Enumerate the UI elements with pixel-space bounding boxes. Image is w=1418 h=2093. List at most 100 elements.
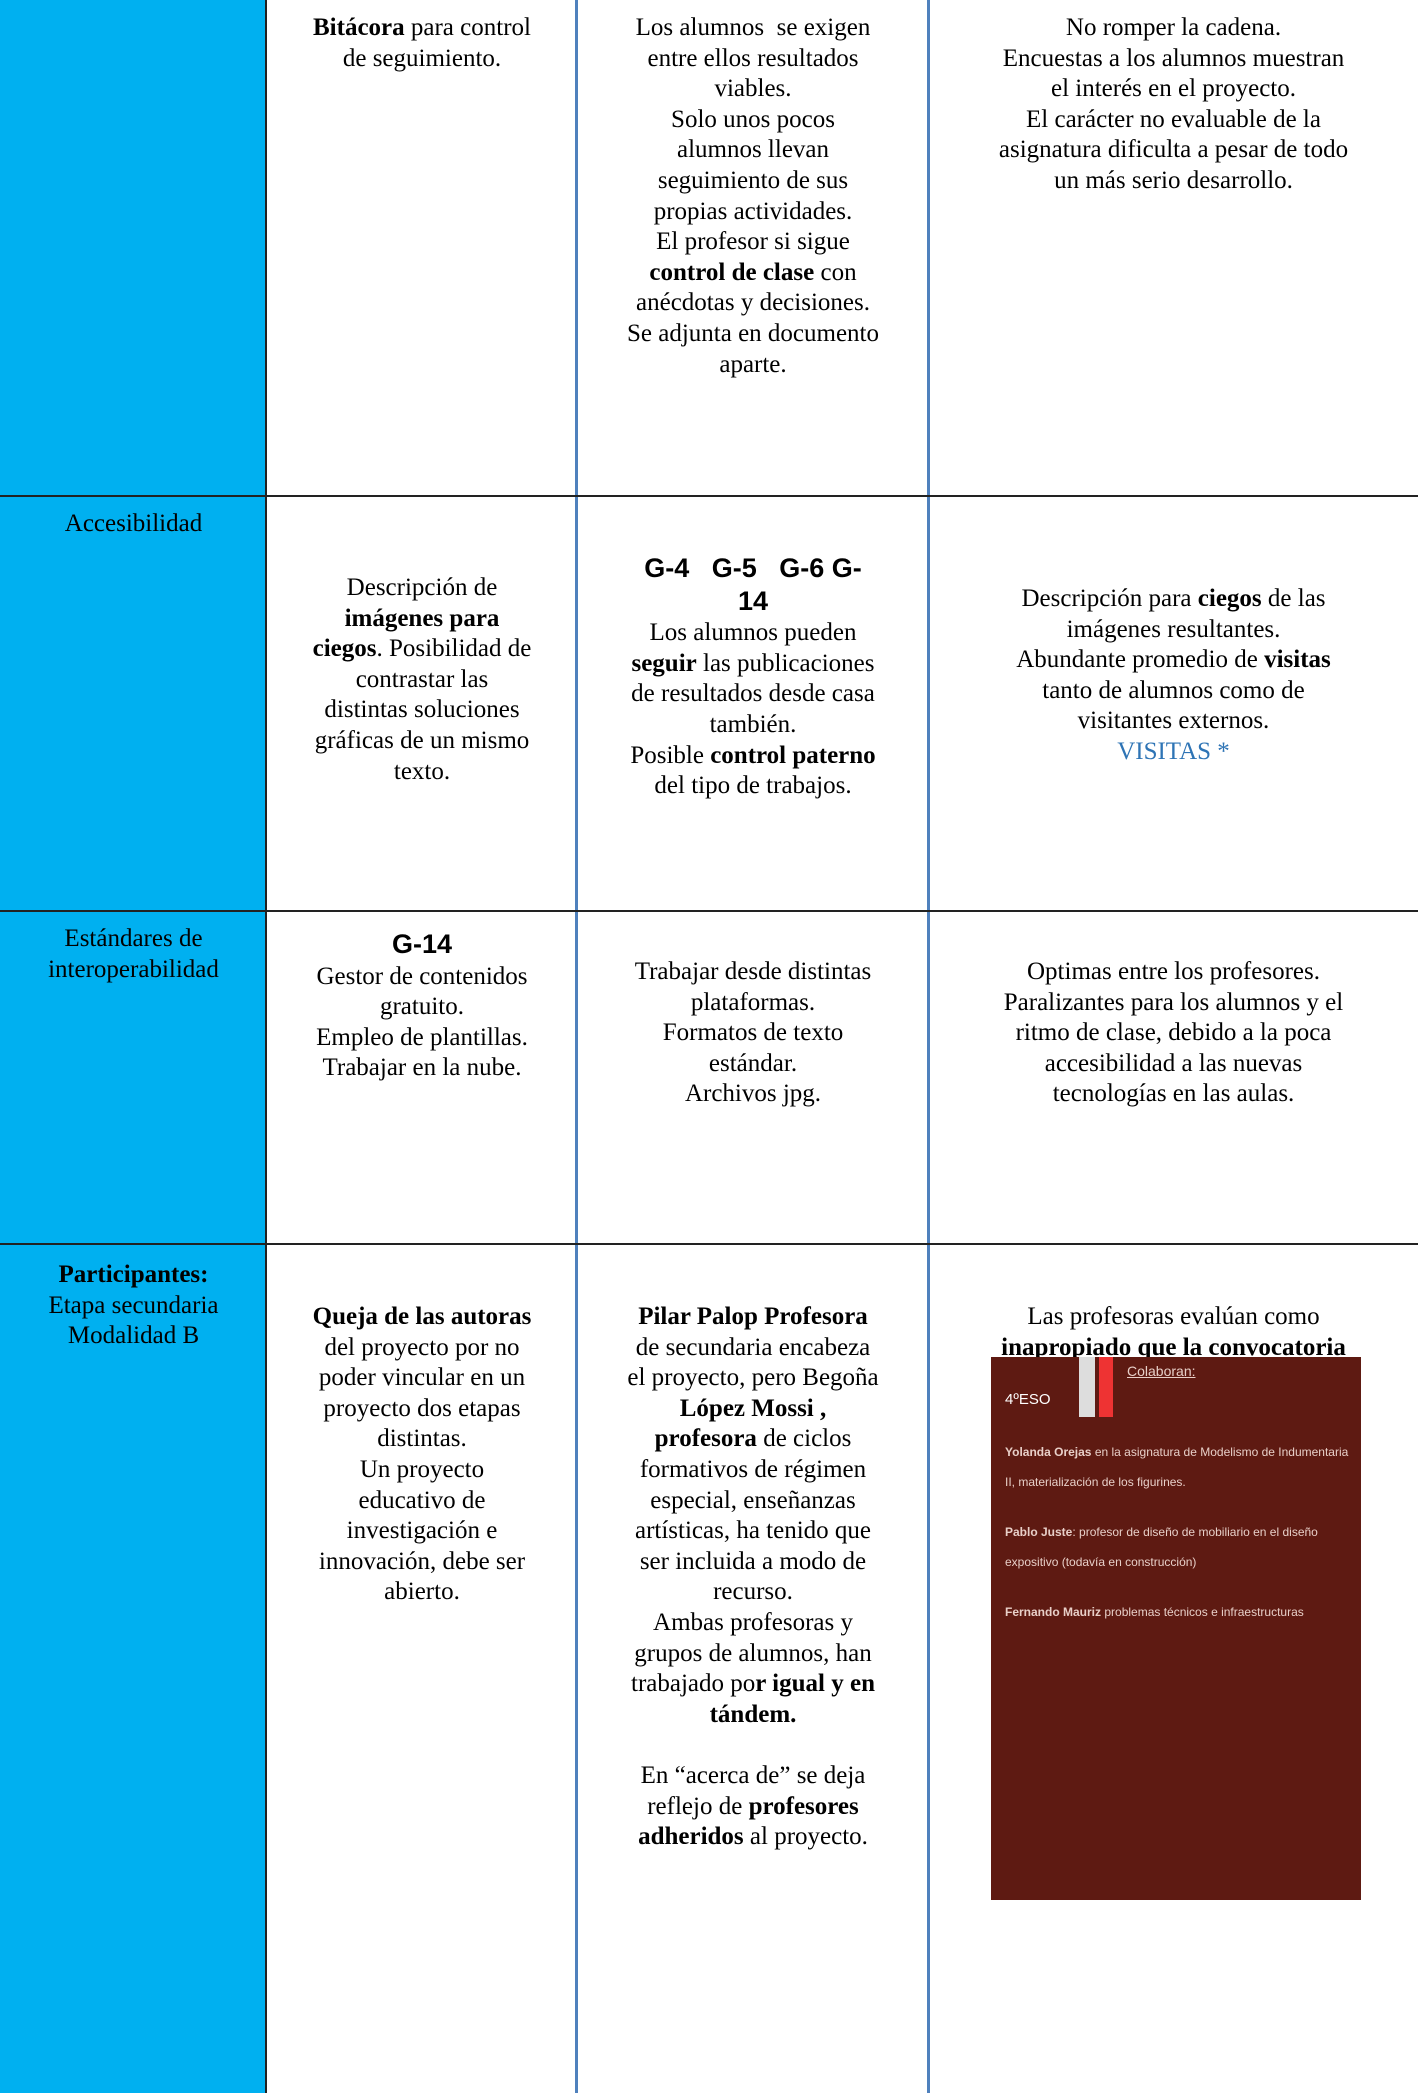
text-line: Estándares de [64, 925, 203, 952]
text-line: Los alumnos se exigen [635, 14, 871, 41]
text-line: Participantes: [4, 1260, 263, 1291]
border [0, 495, 1418, 497]
text-run: VISITAS * [1117, 737, 1230, 765]
text-line: 14 [581, 586, 925, 619]
text-run: : profesor de diseño de mobiliario en el… [1005, 1525, 1318, 1569]
text-line: interoperabilidad [48, 955, 219, 983]
text-line: viables. [714, 75, 792, 103]
text-run: problemas técnicos e infraestructuras [1101, 1605, 1304, 1619]
text-line: Optimas entre los profesores. [1027, 958, 1320, 985]
table-cell: Estándares de interoperabilidad [4, 924, 263, 985]
text-line: investigación e [346, 1517, 498, 1545]
text-line: El carácter no evaluable de la [1026, 105, 1321, 133]
text-line: educativo de [358, 1486, 486, 1514]
text-run: Participantes: [58, 1261, 209, 1288]
text-line: Accesibilidad [64, 510, 203, 537]
text-line: ritmo de clase, debido a la poca [1015, 1019, 1332, 1047]
text-line: formativos de régimen [639, 1455, 867, 1483]
text-run: ciegos [1197, 585, 1262, 612]
text-line: del proyecto por no [324, 1333, 520, 1361]
text-line: aparte. [719, 350, 787, 378]
table-cell: Los alumnos se exigen entre ellos resulta… [581, 13, 925, 380]
text-line: Paralizantes para los alumnos y el [1003, 988, 1344, 1016]
text-line: poder vincular en un [318, 1364, 526, 1392]
text-line: adheridos al proyecto. [581, 1822, 925, 1853]
text-run: seguir [631, 649, 697, 677]
text-line: tanto de alumnos como de [1042, 676, 1305, 704]
text-line: No romper la cadena. [1065, 14, 1282, 41]
text-run: imágenes para [344, 604, 500, 632]
text-line: Un proyecto [359, 1455, 485, 1483]
text-line: también. [709, 710, 797, 738]
text-run: visitas [1264, 646, 1331, 674]
text-line: ser incluida a modo de [639, 1547, 867, 1575]
border [0, 1243, 1418, 1245]
text-line: innovación, debe ser [318, 1547, 526, 1575]
text-run: 14 [737, 585, 769, 616]
text-line: especial, enseñanzas [650, 1486, 856, 1514]
text-line: de seguimiento. [342, 44, 502, 72]
text-run: con [814, 258, 857, 286]
text-run: al proyecto. [743, 1823, 868, 1851]
text-line: Gestor de contenidos [316, 962, 528, 990]
text-line: Archivos jpg. [684, 1080, 822, 1108]
text-run: Abundante promedio de [1016, 646, 1265, 674]
text-line: G-4 G-5 G-6 G- [581, 553, 925, 586]
text-run: profesores [748, 1792, 859, 1820]
text-line: En “acerca de” se deja [640, 1761, 866, 1789]
text-run: inapropiado que la convocatoria [1001, 1333, 1346, 1361]
text-line: Trabajar en la nube. [322, 1054, 522, 1082]
text-line: trabajado por igual y en [581, 1669, 925, 1700]
text-line: de resultados desde casa [631, 680, 875, 708]
table-cell: G-4 G-5 G-6 G- 14 Los alumnos pueden seguir… [581, 553, 925, 802]
text-line: tecnologías en las aulas. [1052, 1080, 1295, 1108]
text-run: control de clase [649, 258, 815, 286]
text-line: de secundaria encabeza [635, 1333, 871, 1361]
text-line: Se adjunta en documento [626, 319, 879, 347]
text-line: grupos de alumnos, han [634, 1639, 872, 1667]
table-cell: G-14 Gestor de contenidos gratuito. Empleo … [271, 929, 573, 1084]
table-cell: No romper la cadena. Encuestas a los alum… [933, 13, 1414, 197]
text-line: estándar. [708, 1049, 798, 1077]
text-run: adheridos [638, 1823, 744, 1851]
text-run: para control [404, 14, 531, 41]
text-line: recurso. [713, 1578, 793, 1606]
text-line: Formatos de texto [662, 1019, 844, 1047]
list-item: Yolanda Orejas en la asignatura de Model… [1005, 1437, 1350, 1497]
text-line: distintas soluciones [324, 696, 520, 724]
text-line: El profesor si sigue [656, 228, 850, 256]
text-run: . Posibilidad de [376, 635, 532, 663]
text-line: Queja de las autoras [271, 1302, 573, 1333]
list-item: Fernando Mauriz problemas técnicos e inf… [1005, 1597, 1350, 1627]
text-line: el interés en el proyecto. [1050, 75, 1297, 103]
text-run: de las [1261, 585, 1326, 612]
list-item: Pablo Juste: profesor de diseño de mobil… [1005, 1517, 1350, 1577]
text-line: un más serio desarrollo. [1054, 166, 1293, 194]
text-line: Las profesoras evalúan como [1027, 1303, 1320, 1330]
text-run: tándem. [709, 1700, 797, 1728]
icon [1099, 1357, 1113, 1417]
text-line: plataformas. [690, 988, 816, 1016]
text-run: Pilar Palop Profesora [638, 1303, 868, 1330]
text-line: propias actividades. [653, 197, 853, 225]
text-line: gráficas de un mismo [314, 726, 530, 754]
table-cell: Queja de las autoras del proyecto por no p… [271, 1302, 573, 1608]
grade: 4ºESO [1005, 1391, 1051, 1408]
text-run: López Mossi , [679, 1394, 827, 1422]
text-line: inapropiado que la convocatoria [933, 1333, 1414, 1364]
text-line: Solo unos pocos [671, 105, 835, 133]
table-cell: Trabajar desde distintas plataformas. Form… [581, 957, 925, 1110]
text-run: Queja de las autoras [312, 1303, 532, 1330]
text-run: profesora [654, 1425, 757, 1453]
text-line: accesibilidad a las nuevas [1044, 1049, 1303, 1077]
text-line: tándem. [581, 1700, 925, 1731]
text-line: proyecto dos etapas [323, 1394, 521, 1422]
text-line: Empleo de plantillas. [316, 1023, 528, 1051]
text-line: Ambas profesoras y [653, 1608, 853, 1636]
table-cell: Descripción de imágenes para ciegos. Posib… [271, 573, 573, 787]
text-run: Fernando Mauriz [1005, 1605, 1102, 1619]
text-line: Etapa secundaria [48, 1291, 219, 1319]
text-line: control de clase con [581, 258, 925, 289]
text-line: gratuito. [379, 993, 464, 1021]
text-line: Posible control paterno [581, 741, 925, 772]
